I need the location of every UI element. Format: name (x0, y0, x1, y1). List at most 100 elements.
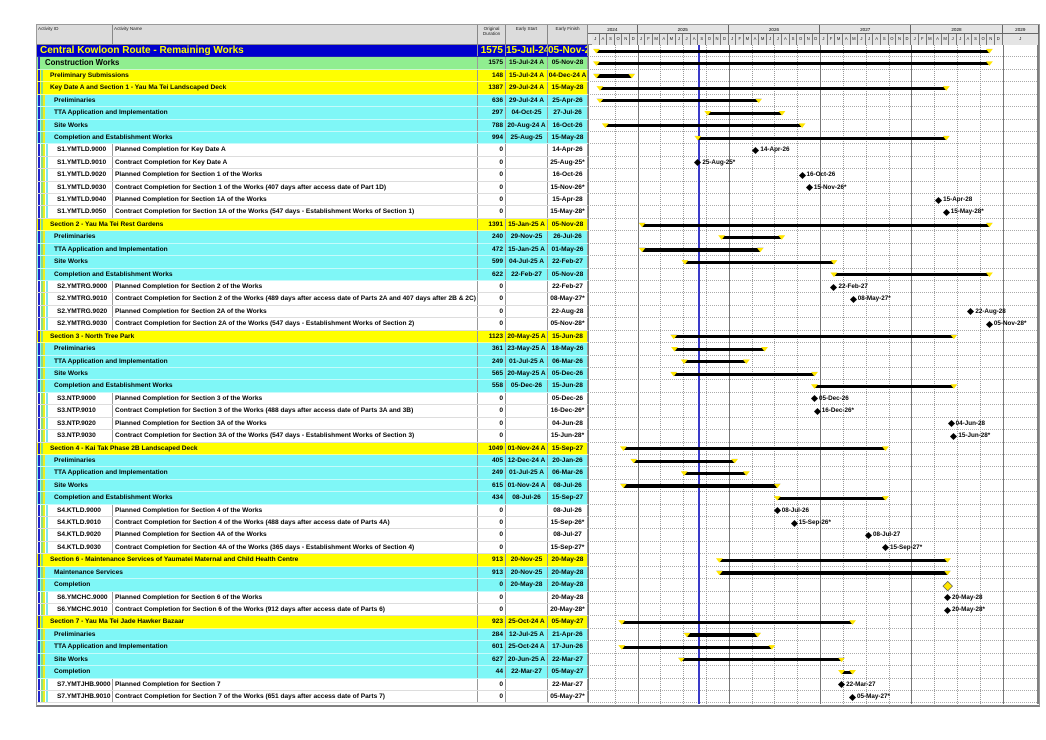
table-row[interactable]: Section 3 - North Tree Park 1123 20-May-25… (37, 330, 1039, 344)
milestone-diamond[interactable] (881, 544, 889, 552)
table-row[interactable]: Completion and Establishment Works 434 08-… (37, 492, 1039, 505)
summary-bar[interactable] (707, 111, 782, 115)
table-row[interactable]: Section 4 - Kai Tak Phase 2B Landscaped … (37, 442, 1039, 455)
summary-bar[interactable] (814, 384, 954, 389)
milestone-diamond[interactable] (805, 184, 813, 192)
summary-bar[interactable] (841, 670, 853, 674)
summary-bar[interactable] (621, 645, 772, 650)
summary-bar[interactable] (623, 447, 886, 451)
table-row[interactable]: S4.KTLD.9000 Planned Completion for Secti… (37, 504, 1039, 518)
summary-bar[interactable] (719, 558, 948, 563)
table-row[interactable]: Site Works 599 04-Jul-25 A 22-Feb-27 (37, 256, 1039, 269)
table-row[interactable]: S4.KTLD.9020 Planned Completion for Secti… (37, 529, 1039, 542)
summary-bar[interactable] (777, 496, 886, 500)
table-row[interactable]: Site Works 615 01-Nov-24 A 08-Jul-26 (37, 479, 1039, 493)
milestone-diamond[interactable] (752, 146, 760, 155)
milestone-diamond[interactable] (790, 519, 798, 527)
milestone-diamond[interactable] (798, 171, 806, 179)
table-row[interactable]: S3.NTP.9010 Contract Completion for Secti… (37, 405, 1039, 418)
table-row[interactable]: S2.YMTRG.9020 Planned Completion for Sect… (37, 305, 1039, 319)
summary-bar[interactable] (596, 49, 990, 53)
milestone-diamond[interactable] (942, 209, 950, 217)
summary-bar[interactable] (697, 136, 947, 140)
table-row[interactable]: S7.YMTJHB.9000 Planned Completion for Sec… (37, 678, 1039, 691)
milestone-diamond[interactable] (830, 283, 838, 291)
milestone-diamond[interactable] (849, 295, 857, 304)
col-header-early-start[interactable]: Early Start (506, 25, 548, 45)
table-row[interactable]: S1.YMTLD.9010 Contract Completion for Key… (37, 156, 1039, 170)
table-row[interactable]: Completion and Establishment Works 558 05-… (37, 380, 1039, 393)
milestone-diamond[interactable] (935, 196, 943, 204)
table-row[interactable]: Preliminaries 240 29-Nov-25 26-Jul-26 (37, 231, 1039, 244)
milestone-diamond[interactable] (967, 308, 975, 316)
summary-bar[interactable] (642, 248, 761, 252)
milestone-diamond[interactable] (773, 507, 781, 515)
table-row[interactable]: Completion and Establishment Works 622 22-… (37, 268, 1039, 282)
summary-bar[interactable] (681, 658, 842, 662)
table-row[interactable]: Section 6 - Maintenance Services of Yaum… (37, 554, 1039, 567)
table-row[interactable]: Completion 0 20-May-28 20-May-28 (37, 579, 1039, 592)
summary-bar[interactable] (674, 347, 765, 351)
table-row[interactable]: Site Works 565 20-May-25 A 05-Dec-26 (37, 367, 1039, 381)
table-row[interactable]: TTA Application and Implementation 601 25-… (37, 641, 1039, 654)
zero-duration-marker[interactable] (943, 581, 952, 590)
summary-bar[interactable] (599, 99, 759, 103)
table-row[interactable]: S2.YMTRG.9030 Contract Completion for Sec… (37, 318, 1039, 331)
summary-bar[interactable] (684, 260, 834, 264)
summary-bar[interactable] (633, 459, 735, 463)
summary-bar[interactable] (721, 235, 782, 240)
milestone-diamond[interactable] (950, 432, 958, 440)
milestone-diamond[interactable] (838, 681, 846, 689)
table-row[interactable]: S2.YMTRG.9000 Planned Completion for Sect… (37, 281, 1039, 294)
table-row[interactable]: Key Date A and Section 1 - Yau Ma Tei La… (37, 82, 1039, 95)
summary-bar[interactable] (623, 484, 778, 488)
summary-bar[interactable] (673, 335, 954, 339)
col-header-early-finish[interactable]: Early Finish (548, 25, 588, 45)
summary-bar[interactable] (684, 471, 747, 476)
table-row[interactable]: Site Works 788 20-Aug-24 A 16-Oct-26 (37, 119, 1039, 132)
table-row[interactable]: Maintenance Services 913 20-Nov-25 20-May-2… (37, 566, 1039, 580)
table-row[interactable]: S7.YMTJHB.9010 Contract Completion for Se… (37, 690, 1039, 704)
table-row[interactable]: S2.YMTRG.9010 Contract Completion for Sec… (37, 293, 1039, 306)
milestone-diamond[interactable] (813, 407, 821, 415)
table-row[interactable]: S3.NTP.9000 Planned Completion for Sectio… (37, 392, 1039, 406)
table-row[interactable]: Site Works 627 20-Jun-25 A 22-Mar-27 (37, 653, 1039, 667)
table-row[interactable]: Preliminaries 636 29-Jul-24 A 25-Apr-26 (37, 94, 1039, 108)
table-row[interactable]: S6.YMCHC.9010 Contract Completion for Sec… (37, 603, 1039, 617)
summary-bar[interactable] (596, 74, 632, 78)
summary-bar[interactable] (596, 62, 990, 66)
table-row[interactable]: S6.YMCHC.9000 Planned Completion for Sect… (37, 591, 1039, 604)
milestone-diamond[interactable] (985, 320, 993, 328)
milestone-diamond[interactable] (943, 594, 952, 602)
table-row[interactable]: S1.YMTLD.9020 Planned Completion for Sect… (37, 169, 1039, 182)
summary-bar[interactable] (673, 372, 815, 376)
summary-bar[interactable] (599, 86, 947, 91)
table-row[interactable]: Preliminaries 284 12-Jul-25 A 21-Apr-26 (37, 628, 1039, 642)
table-row[interactable]: Central Kowloon Route - Remaining Works 1… (37, 45, 1039, 58)
milestone-diamond[interactable] (694, 159, 702, 167)
table-row[interactable]: TTA Application and Implementation 472 15-… (37, 243, 1039, 257)
table-row[interactable]: S4.KTLD.9030 Contract Completion for Sect… (37, 541, 1039, 555)
summary-bar[interactable] (605, 124, 803, 128)
milestone-diamond[interactable] (947, 420, 955, 428)
table-row[interactable]: S3.NTP.9020 Planned Completion for Sectio… (37, 417, 1039, 431)
summary-bar[interactable] (686, 633, 758, 637)
table-row[interactable]: Section 2 - Yau Ma Tei Rest Gardens 1391 1… (37, 218, 1039, 232)
summary-bar[interactable] (642, 223, 990, 227)
summary-bar[interactable] (833, 273, 990, 277)
table-row[interactable]: TTA Application and Implementation 249 01-… (37, 467, 1039, 480)
timescale[interactable]: 2024 2025 2026 2027 2028 2029 J A S O N D J F M A M J J A S O… (588, 25, 1039, 45)
table-row[interactable]: TTA Application and Implementation 249 01-… (37, 355, 1039, 368)
table-row[interactable]: S1.YMTLD.9050 Contract Completion for Sec… (37, 206, 1039, 219)
table-row[interactable]: TTA Application and Implementation 297 04-… (37, 107, 1039, 120)
milestone-diamond[interactable] (848, 693, 857, 701)
summary-bar[interactable] (621, 621, 853, 625)
table-row[interactable]: S1.YMTLD.9000 Planned Completion for Key … (37, 144, 1039, 157)
col-header-activity-id[interactable]: Activity ID (37, 25, 113, 45)
table-row[interactable]: Section 7 - Yau Ma Tei Jade Hawker Bazaa… (37, 616, 1039, 629)
table-row[interactable]: S1.YMTLD.9040 Planned Completion for Sect… (37, 194, 1039, 207)
table-row[interactable]: Construction Works 1575 15-Jul-24 A 05-Nov-… (37, 57, 1039, 70)
table-row[interactable]: Preliminaries 405 12-Dec-24 A 20-Jan-26 (37, 454, 1039, 468)
table-row[interactable]: Preliminary Submissions 148 15-Jul-24 A 04-… (37, 69, 1039, 83)
table-row[interactable]: Completion 44 22-Mar-27 05-May-27 (37, 666, 1039, 679)
